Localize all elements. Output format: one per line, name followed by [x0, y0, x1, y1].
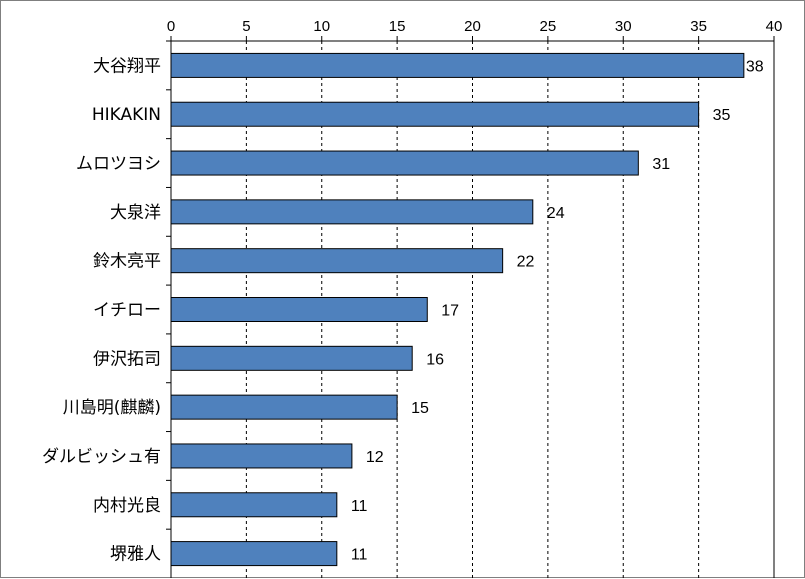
x-tick-label: 30 — [615, 18, 632, 35]
category-label: 大泉洋 — [110, 203, 161, 223]
category-label: イチロー — [93, 301, 161, 321]
category-label: 堺雅人 — [110, 545, 161, 565]
data-label: 12 — [366, 449, 384, 466]
x-tick-label: 20 — [464, 18, 481, 35]
data-label: 24 — [547, 205, 565, 222]
bar — [170, 150, 639, 176]
bar — [170, 541, 338, 567]
data-label: 22 — [517, 254, 535, 271]
data-label: 16 — [426, 351, 444, 368]
bar — [170, 297, 428, 322]
bar — [170, 248, 504, 274]
data-label: 31 — [652, 156, 670, 173]
x-tick-label: 40 — [766, 18, 783, 35]
data-label: 15 — [411, 400, 429, 417]
category-label: HIKAKIN — [92, 105, 161, 125]
category-label: ダルビッシュ有 — [42, 447, 161, 467]
category-label: ムロツヨシ — [76, 154, 161, 174]
category-label: 大谷翔平 — [93, 56, 161, 76]
x-tick-label: 10 — [313, 18, 330, 35]
category-label: 伊沢拓司 — [93, 349, 161, 369]
data-label: 17 — [441, 303, 459, 320]
x-tick-label: 35 — [690, 18, 707, 35]
category-label: 鈴木亮平 — [93, 252, 161, 272]
bar — [170, 345, 413, 371]
data-label: 11 — [351, 498, 368, 515]
category-label: 内村光良 — [93, 496, 161, 516]
bar — [170, 394, 398, 420]
bar — [170, 443, 353, 469]
data-label: 35 — [713, 107, 731, 124]
x-tick-label: 25 — [540, 18, 557, 35]
bar — [170, 101, 700, 127]
bar — [170, 199, 534, 225]
x-tick-label: 15 — [389, 18, 406, 35]
x-tick-label: 5 — [242, 18, 250, 35]
category-label: 川島明(麒麟) — [63, 398, 161, 418]
data-label: 38 — [746, 58, 764, 75]
bar — [170, 52, 745, 78]
bar — [170, 492, 338, 518]
x-tick-label: 0 — [167, 18, 175, 35]
data-label: 11 — [351, 547, 368, 564]
